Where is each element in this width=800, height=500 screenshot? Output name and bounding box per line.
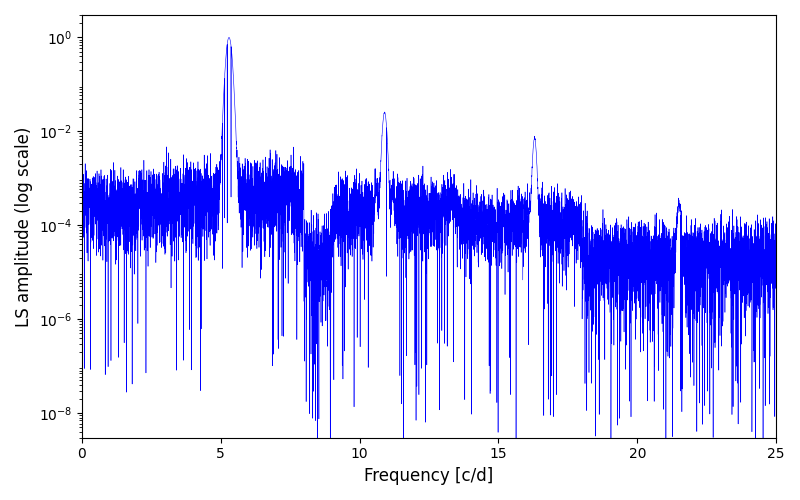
Y-axis label: LS amplitude (log scale): LS amplitude (log scale) [15,126,33,326]
X-axis label: Frequency [c/d]: Frequency [c/d] [364,467,494,485]
